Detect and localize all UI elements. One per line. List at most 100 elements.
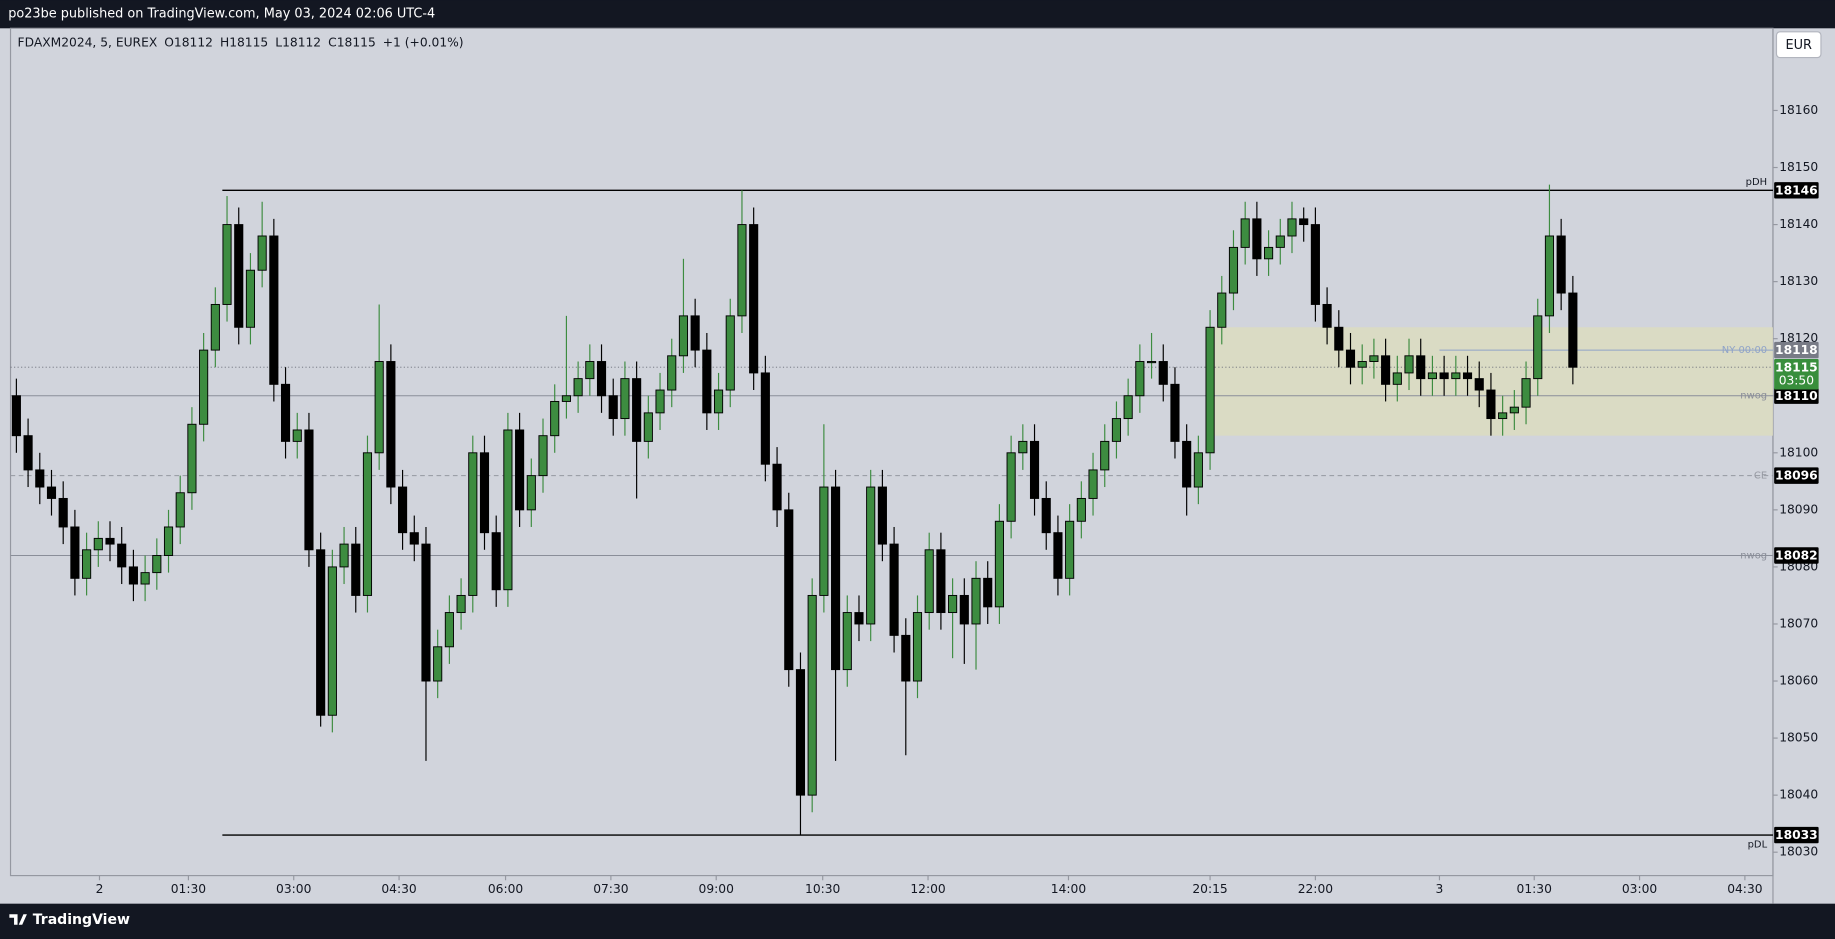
y-tick-label: 18140 (1779, 217, 1818, 231)
candle-body (795, 669, 806, 796)
candle-body (526, 475, 536, 511)
candle-body (1310, 224, 1320, 305)
y-tick-label: 18150 (1779, 160, 1818, 174)
candle-body (409, 532, 419, 545)
candle-body (433, 646, 443, 682)
candle-body (678, 315, 689, 357)
candle-body (585, 361, 595, 380)
x-tick-label: 20:15 (1192, 882, 1227, 896)
candle-body (269, 235, 279, 385)
candle-body (1462, 372, 1473, 380)
price-badge-label: 18110 (1775, 389, 1818, 403)
x-tick-label: 10:30 (805, 882, 840, 896)
candle-body (105, 537, 115, 545)
symbol: FDAXM2024, 5, EUREX (18, 35, 158, 49)
candle-body (1158, 361, 1168, 385)
candle-body (1088, 469, 1098, 499)
candle-body (468, 452, 478, 596)
price-badge (1774, 182, 1819, 199)
candle-body (1228, 246, 1239, 294)
candle-body (398, 486, 408, 534)
candle-body (421, 543, 431, 682)
candle-body (1381, 355, 1391, 385)
candle-body (620, 378, 630, 420)
currency[interactable]: EUR (1785, 38, 1812, 53)
candle-body (713, 389, 724, 414)
candle-body (983, 577, 993, 608)
candle-body (901, 634, 911, 682)
candle-body (11, 395, 21, 437)
ohlc-value: 18112 (174, 35, 213, 49)
candle-body (456, 594, 466, 614)
candle-body (1556, 235, 1566, 294)
candle-body (1029, 440, 1040, 499)
x-tick-label: 07:30 (593, 882, 628, 896)
logo (9, 914, 27, 925)
y-tick-label: 18120 (1779, 331, 1818, 345)
candle-body (374, 361, 384, 454)
candle-body (924, 549, 934, 614)
candle-body (163, 526, 174, 556)
candle-body (725, 315, 735, 391)
y-tick-label: 18050 (1779, 731, 1818, 745)
x-tick-label: 01:30 (171, 882, 206, 896)
candle-body (819, 486, 829, 596)
currency-button[interactable] (1775, 31, 1822, 59)
candle-body (210, 303, 220, 351)
candle-body (1299, 218, 1309, 226)
level-label: nwog (1740, 391, 1767, 402)
y-tick-label: 18060 (1779, 674, 1818, 688)
price-badge-label: 18146 (1775, 183, 1818, 197)
candle-body (1287, 218, 1297, 237)
candle-body (93, 537, 103, 551)
candle-body (444, 612, 454, 648)
candle-body (831, 486, 841, 671)
plot (10, 184, 1773, 836)
x-tick-label: 22:00 (1298, 882, 1333, 896)
candle-body (889, 543, 899, 636)
candle-body (1498, 412, 1508, 420)
candle-body (1486, 389, 1496, 420)
candle-body (1053, 532, 1063, 579)
ohlc-value: 18115 (337, 35, 376, 49)
level-label: CE (1754, 471, 1767, 482)
candle-body (479, 452, 490, 534)
candle-body (1451, 372, 1461, 380)
change: +1 (+0.01%) (383, 35, 464, 49)
candle-body (971, 577, 981, 625)
candle-body (339, 543, 349, 568)
candle-body (1416, 355, 1426, 380)
candle-body (596, 361, 607, 397)
x-tick-label: 04:30 (1727, 882, 1762, 896)
candle-body (35, 469, 45, 488)
candle-body (1041, 497, 1051, 534)
x-tick-label: 09:00 (699, 882, 734, 896)
candle-body (1509, 406, 1519, 414)
level-label: pDH (1746, 177, 1767, 188)
y-tick-label: 18030 (1779, 845, 1818, 859)
candle-body (82, 549, 92, 579)
candle-body (1439, 372, 1449, 380)
candle-body (1217, 292, 1227, 328)
candle-body (608, 395, 618, 420)
x-tick-label: 12:00 (910, 882, 945, 896)
ohlc-value: 18112 (282, 35, 321, 49)
candle-body (1404, 355, 1414, 374)
candle-body (1100, 440, 1110, 471)
candle-body (1392, 372, 1402, 385)
candle-body (280, 383, 291, 442)
y-tick-label: 18090 (1779, 502, 1818, 516)
candle-body (1264, 246, 1274, 260)
candle-body (222, 224, 232, 305)
y-tick-label: 18160 (1779, 103, 1818, 117)
price-badge (1774, 547, 1819, 564)
candle-body (1240, 218, 1250, 248)
brand: TradingView (33, 912, 130, 928)
candle-body (655, 389, 665, 414)
candle-body (187, 423, 197, 494)
candle-body (1345, 349, 1356, 368)
candle-body (784, 509, 794, 671)
zone (1211, 327, 1773, 436)
candle-body (140, 572, 150, 585)
